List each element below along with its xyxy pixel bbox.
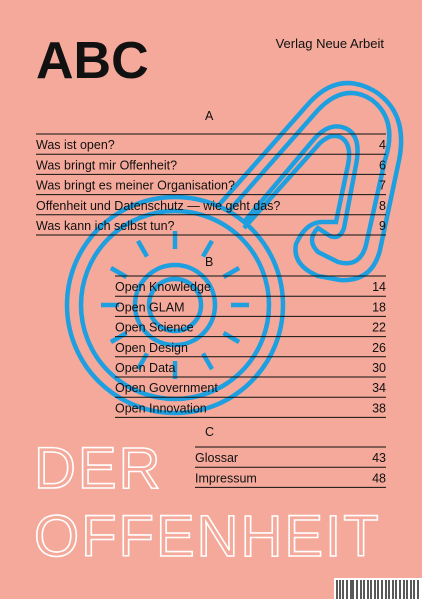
- footer-line2: OFFENHEIT: [34, 504, 381, 569]
- barcode: [334, 578, 422, 599]
- entry-title: Open Innovation: [115, 401, 207, 415]
- entry-title: Open Design: [115, 341, 188, 355]
- entry-title: Glossar: [195, 451, 238, 465]
- entry-page: 48: [372, 471, 386, 485]
- entry-page: 14: [372, 280, 386, 294]
- lock-tick: [136, 239, 149, 258]
- lock-tick: [222, 331, 241, 344]
- entry-page: 22: [372, 321, 386, 335]
- entry-page: 4: [379, 138, 386, 152]
- section-label: C: [205, 425, 214, 439]
- footer-line1: DER: [34, 436, 162, 501]
- lock-tick: [136, 352, 149, 371]
- entry-title: Was kann ich selbst tun?: [36, 219, 175, 233]
- title: ABC: [36, 32, 149, 90]
- entry-title: Open Government: [115, 381, 218, 395]
- entry-title: Open GLAM: [115, 300, 184, 314]
- entry-page: 38: [372, 401, 386, 415]
- entry-page: 6: [379, 158, 386, 172]
- entry-page: 7: [379, 179, 386, 193]
- padlock-graphic: [64, 80, 404, 416]
- entry-title: Was ist open?: [36, 138, 115, 152]
- lock-tick: [109, 331, 128, 344]
- entry-title: Impressum: [195, 471, 257, 485]
- entry-title: Open Data: [115, 361, 176, 375]
- entry-page: 34: [372, 381, 386, 395]
- entry-page: 9: [379, 219, 386, 233]
- lock-tick: [201, 239, 214, 258]
- entry-title: Open Science: [115, 321, 194, 335]
- entry-page: 26: [372, 341, 386, 355]
- entry-page: 43: [372, 451, 386, 465]
- entry-page: 30: [372, 361, 386, 375]
- publisher: Verlag Neue Arbeit: [276, 36, 385, 51]
- entry-title: Open Knowledge: [115, 280, 211, 294]
- entry-title: Was bringt es meiner Organisation?: [36, 179, 235, 193]
- lock-tick: [201, 352, 214, 371]
- entry-title: Was bringt mir Offenheit?: [36, 158, 177, 172]
- entry-title: Offenheit und Datenschutz — wie geht das…: [36, 199, 280, 213]
- section-label: B: [205, 255, 213, 269]
- section-label: A: [205, 109, 214, 123]
- entry-page: 18: [372, 300, 386, 314]
- entry-page: 8: [379, 199, 386, 213]
